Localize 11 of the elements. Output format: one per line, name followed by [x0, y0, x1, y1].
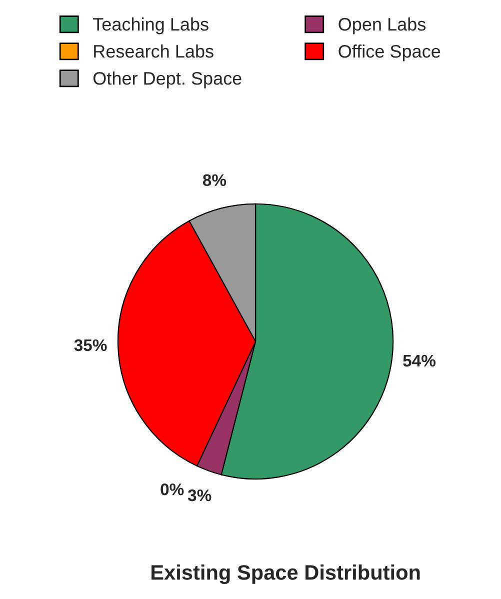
data-label: 8% — [202, 174, 226, 186]
data-label: 54% — [403, 354, 436, 367]
text: 0% — [160, 483, 184, 496]
legend-label: Other Dept. Space — [93, 72, 242, 88]
data-label: 3% — [188, 489, 212, 502]
legend-label: Office Space — [338, 44, 440, 62]
legend-label: Research Labs — [94, 44, 214, 58]
data-label: 35% — [74, 339, 107, 352]
legend-label: Open Labs — [338, 17, 426, 34]
text: Existing Space Distribution — [152, 564, 420, 584]
legend-label: Teaching Labs — [93, 17, 208, 34]
